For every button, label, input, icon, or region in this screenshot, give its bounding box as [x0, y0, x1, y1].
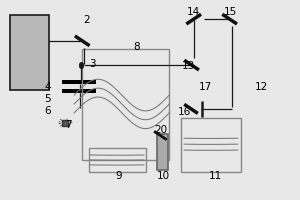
Bar — [181, 118, 241, 172]
Text: 7: 7 — [65, 120, 72, 130]
Text: 14: 14 — [187, 7, 200, 17]
Text: 17: 17 — [198, 82, 212, 92]
Bar — [62, 89, 97, 93]
Text: 8: 8 — [133, 42, 140, 52]
Text: 15: 15 — [224, 7, 237, 17]
Text: 10: 10 — [157, 171, 170, 181]
Text: 3: 3 — [89, 59, 95, 69]
Text: 13: 13 — [182, 61, 195, 71]
Bar — [157, 134, 168, 170]
Bar — [82, 49, 169, 160]
Text: 6: 6 — [44, 106, 51, 116]
Text: 16: 16 — [178, 107, 191, 117]
Text: 11: 11 — [209, 171, 222, 181]
Text: 5: 5 — [44, 94, 51, 104]
Text: 12: 12 — [255, 82, 268, 92]
Bar — [10, 15, 49, 90]
Text: 2: 2 — [83, 15, 89, 25]
Bar — [62, 80, 97, 84]
Bar — [89, 148, 146, 172]
Text: 9: 9 — [116, 171, 122, 181]
Text: 4: 4 — [44, 82, 51, 92]
Text: 20: 20 — [154, 125, 167, 135]
